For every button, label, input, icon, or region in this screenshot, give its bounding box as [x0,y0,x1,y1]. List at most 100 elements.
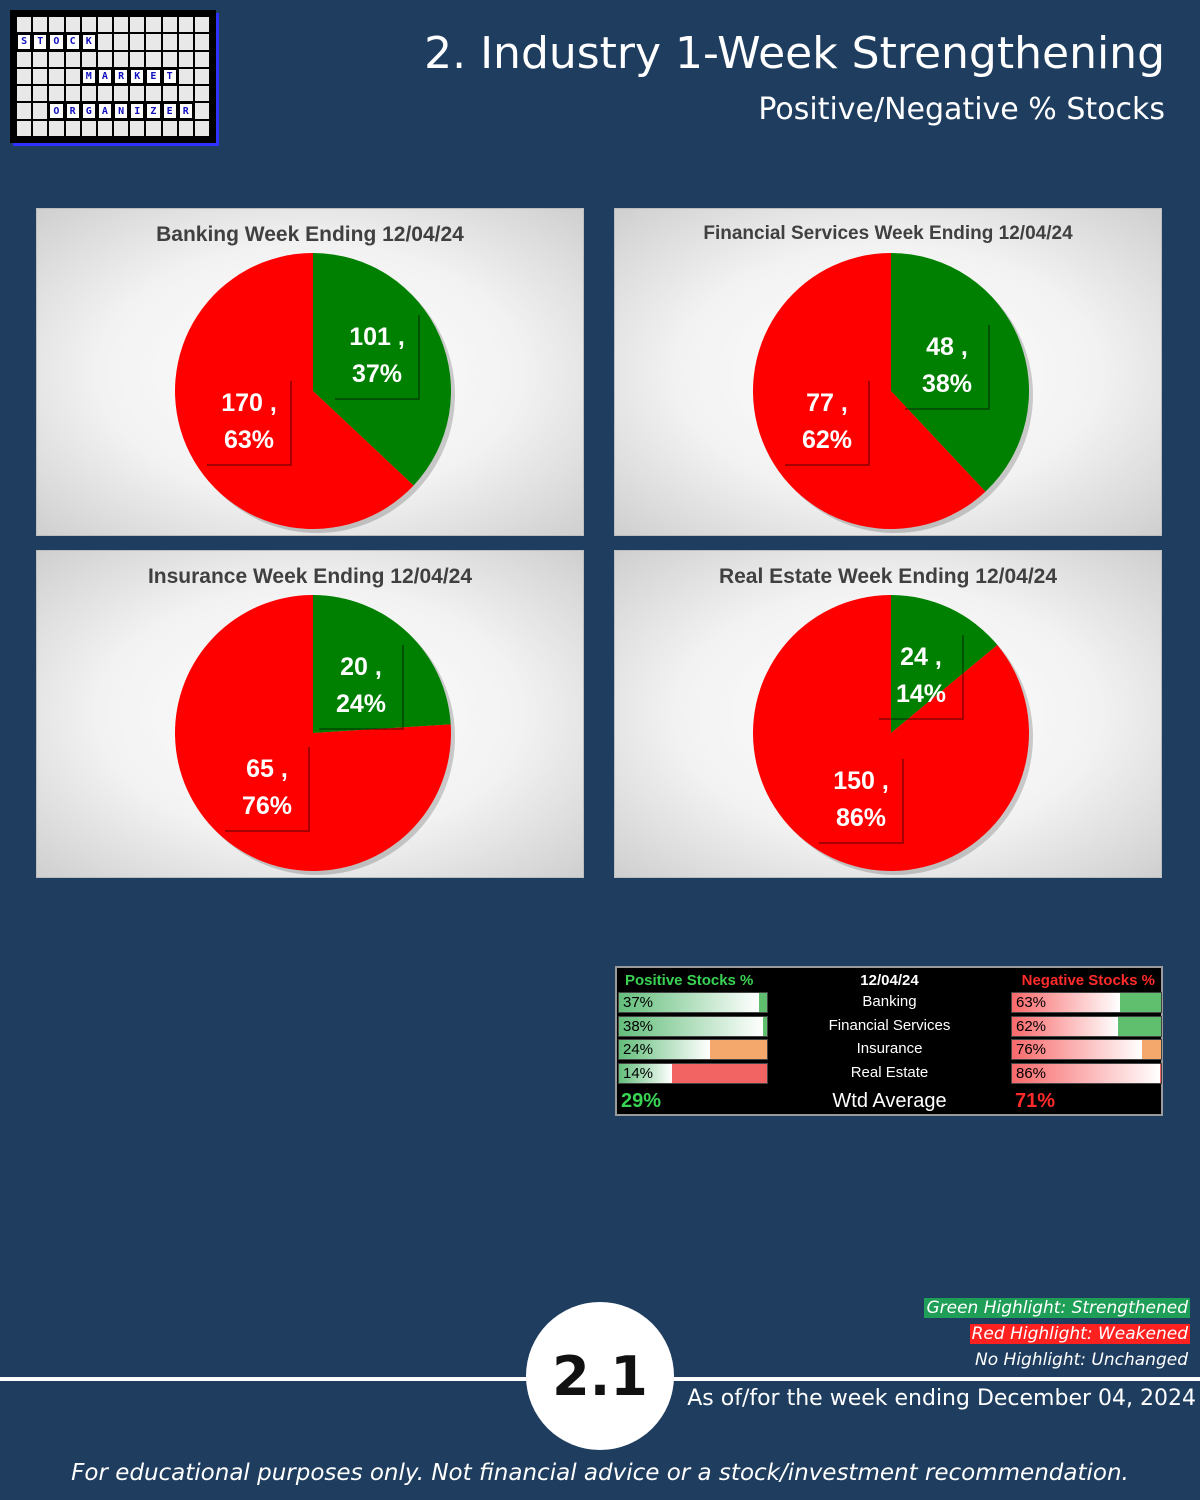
logo-letter: K [81,34,96,50]
positive-bar [619,1063,672,1083]
negative-bar [1012,1063,1160,1083]
logo-cell [194,51,209,67]
avg-label: Wtd Average [832,1090,947,1112]
logo-cell [17,120,32,136]
logo-cell [178,120,193,136]
negative-bar-cell: 76% [1011,1039,1162,1060]
logo-letter: A [97,103,112,119]
logo-cell [194,86,209,102]
pie-slice-negative [753,595,1029,871]
pie-slice-positive [891,253,1029,492]
legend-green: Green Highlight: Strengthened [924,1298,1190,1318]
logo-letter: K [130,68,145,85]
logo-letter: S [17,34,32,50]
data-label-count: 65 , [246,755,288,783]
negative-bar [1012,1040,1143,1059]
data-label-shadow [206,380,292,466]
industry-name: Banking [862,993,917,1010]
summary-table: Positive Stocks % 12/04/24 Negative Stoc… [615,966,1163,1116]
logo-letter: E [162,103,177,119]
logo-cell [162,86,177,102]
logo-cell [17,68,32,85]
data-label-shadow [904,324,990,410]
logo-letter: T [33,34,48,50]
header-negative: Negative Stocks % [1021,972,1155,989]
logo-cell [162,17,177,33]
data-label-percent: 14% [896,680,946,708]
pie-panel-banking: Banking Week Ending 12/04/24 101 , 37% 170… [36,208,584,536]
logo-cell [33,86,48,102]
pie-chart-financial-services: 48 , 38% 77 , 62% [753,253,1033,533]
data-label-percent: 86% [836,804,886,832]
data-label-count: 170 , [221,389,277,417]
positive-value: 38% [623,1017,654,1035]
data-label-count: 48 , [926,333,968,361]
data-label-count: 77 , [806,389,848,417]
data-label-shadow [334,314,420,400]
logo-cell [146,51,161,67]
logo-cell [130,51,145,67]
disclaimer: For educational purposes only. Not finan… [71,1460,1129,1486]
logo-cell [146,120,161,136]
logo-cell [114,51,129,67]
logo-cell [114,17,129,33]
data-label-percent: 62% [802,426,852,454]
pie-panel-financial-services: Financial Services Week Ending 12/04/24 … [614,208,1162,536]
negative-bar-cell: 63% [1011,992,1162,1013]
logo-cell [130,120,145,136]
positive-bar-cell: 14% [618,1062,768,1084]
positive-value: 14% [623,1064,654,1082]
industry-name: Financial Services [828,1016,951,1034]
data-label-shadow [784,380,870,466]
positive-bar [619,1040,710,1059]
logo-cell [146,86,161,102]
logo-cell [97,17,112,33]
data-label-percent: 24% [336,690,386,718]
logo-cell [194,68,209,85]
avg-negative: 71% [1015,1090,1056,1112]
industry-name: Insurance [856,1040,923,1057]
logo-letter: M [81,68,96,85]
logo-cell [114,34,129,50]
logo-cell [146,17,161,33]
pie-title: Financial Services Week Ending 12/04/24 [703,223,1073,244]
data-label-count: 150 , [833,767,889,795]
logo-letter: T [162,68,177,85]
industry-name: Real Estate [850,1063,929,1081]
data-label-shadow [224,746,310,832]
pie-chart-banking: 101 , 37% 170 , 63% [175,253,455,533]
logo-cell [178,86,193,102]
as-of-date: As of/for the week ending December 04, 2… [687,1386,1196,1411]
negative-bar-cell: 62% [1011,1015,1162,1037]
logo-cell [81,51,96,67]
logo-cell [81,17,96,33]
logo-letter: A [97,68,112,85]
logo-cell [130,34,145,50]
table-row: 38% Financial Services 62% [617,1015,1162,1037]
page-subtitle: Positive/Negative % Stocks [758,92,1165,127]
negative-value: 63% [1016,994,1047,1011]
legend-red: Red Highlight: Weakened [969,1324,1190,1344]
pie-panel-insurance: Insurance Week Ending 12/04/24 20 , 24% 65… [36,550,584,878]
logo-cell [146,34,161,50]
logo-cell [33,51,48,67]
logo-letter: C [65,34,80,50]
pie-chart-real-estate: 24 , 14% 150 , 86% [753,595,1033,875]
logo-cell [97,86,112,102]
logo-cell [17,17,32,33]
logo-cell [65,86,80,102]
logo-cell [97,34,112,50]
data-label-shadow [318,644,404,730]
logo-cell [49,86,64,102]
table-row: 14% Real Estate 86% [617,1062,1162,1084]
logo-letter: R [65,103,80,119]
logo-cell [33,120,48,136]
logo-cell [162,120,177,136]
logo-cell [162,34,177,50]
page-title: 2. Industry 1-Week Strengthening [424,28,1165,79]
logo-cell [178,68,193,85]
data-label-count: 20 , [340,653,382,681]
logo-cell [49,68,64,85]
avg-positive: 29% [621,1090,662,1112]
pie-slice-positive [891,595,998,733]
